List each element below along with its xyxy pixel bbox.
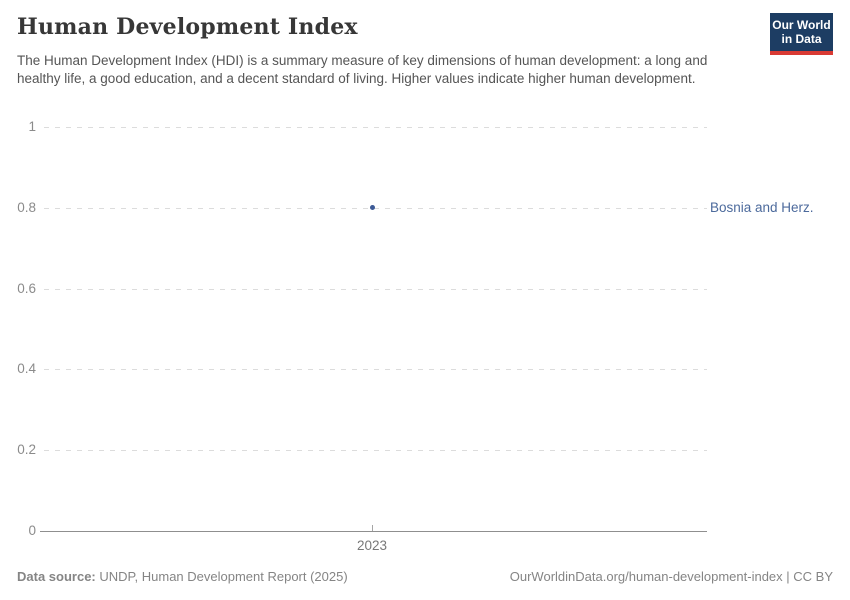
data-source-value: UNDP, Human Development Report (2025)	[95, 569, 348, 584]
data-source: Data source: UNDP, Human Development Rep…	[17, 569, 348, 584]
owid-logo-line1: Our World	[772, 18, 831, 32]
y-axis-label-1: 1	[28, 119, 36, 134]
page-title: Human Development Index	[17, 14, 358, 40]
gridline-0-4	[44, 369, 707, 370]
entity-label[interactable]: Bosnia and Herz.	[710, 200, 814, 215]
data-source-label: Data source:	[17, 569, 96, 584]
x-axis-label: 2023	[356, 538, 388, 553]
x-axis-line	[40, 531, 707, 532]
y-axis-label-0: 0	[28, 523, 36, 538]
x-axis-tick	[372, 525, 373, 531]
data-point[interactable]	[369, 205, 375, 211]
gridline-0-6	[44, 289, 707, 290]
owid-logo-line2: in Data	[781, 32, 822, 46]
y-axis-label-0-4: 0.4	[17, 361, 36, 376]
gridline-0-2	[44, 450, 707, 451]
gridline-1	[44, 127, 707, 128]
credit-link[interactable]: OurWorldinData.org/human-development-ind…	[509, 569, 833, 584]
y-axis-label-0-8: 0.8	[17, 200, 36, 215]
chart-footer: Data source: UNDP, Human Development Rep…	[17, 569, 833, 584]
owid-logo[interactable]: Our World in Data	[770, 13, 833, 55]
gridline-0-8	[44, 208, 707, 209]
y-axis-label-0-2: 0.2	[17, 442, 36, 457]
chart-subtitle: The Human Development Index (HDI) is a s…	[17, 53, 708, 86]
y-axis-label-0-6: 0.6	[17, 281, 36, 296]
